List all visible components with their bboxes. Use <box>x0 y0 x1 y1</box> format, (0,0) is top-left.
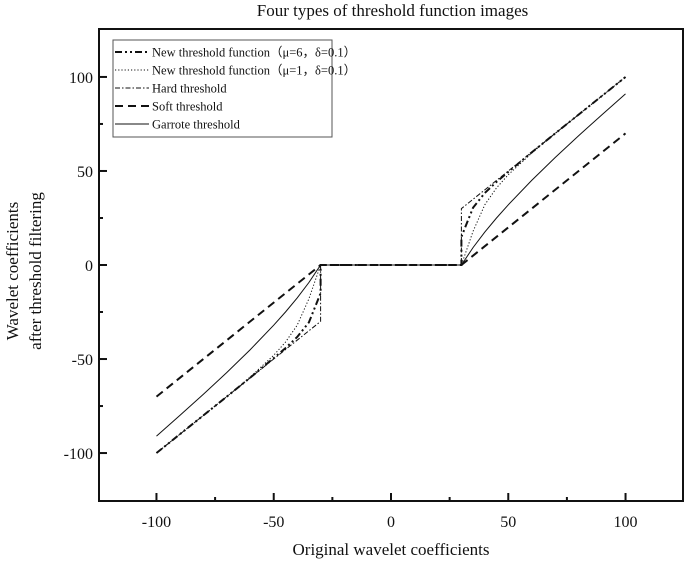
legend-entry-label: Soft threshold <box>152 100 223 114</box>
x-tick-label: 0 <box>387 514 395 531</box>
legend-entry-label: Hard threshold <box>152 82 227 96</box>
legend-box <box>112 39 333 138</box>
legend-entry-label: New threshold function（μ=6，δ=0.1） <box>152 46 356 60</box>
axis-ticks: -100 -50 0 50 100 -100 -50 0 50 100 <box>64 70 638 531</box>
x-tick-label: -100 <box>142 514 171 531</box>
x-tick-label: -50 <box>263 514 284 531</box>
x-tick-label: 100 <box>614 514 638 531</box>
legend-entry-label: Garrote threshold <box>152 118 241 132</box>
chart-title: Four types of threshold function images <box>256 1 529 20</box>
x-tick-label: 50 <box>500 514 516 531</box>
legend-entry-label: New threshold function（μ=1，δ=0.1） <box>152 64 356 78</box>
x-axis-label: Original wavelet coefficients <box>292 540 490 559</box>
series-line <box>155 76 627 454</box>
series-curves <box>155 76 627 454</box>
y-tick-label: 50 <box>77 164 93 181</box>
y-tick-label: 0 <box>85 258 93 275</box>
y-tick-label: -100 <box>64 446 93 463</box>
y-tick-label: 100 <box>69 70 93 87</box>
y-tick-label: -50 <box>72 352 93 369</box>
legend: New threshold function（μ=6，δ=0.1） New thr… <box>112 39 356 138</box>
